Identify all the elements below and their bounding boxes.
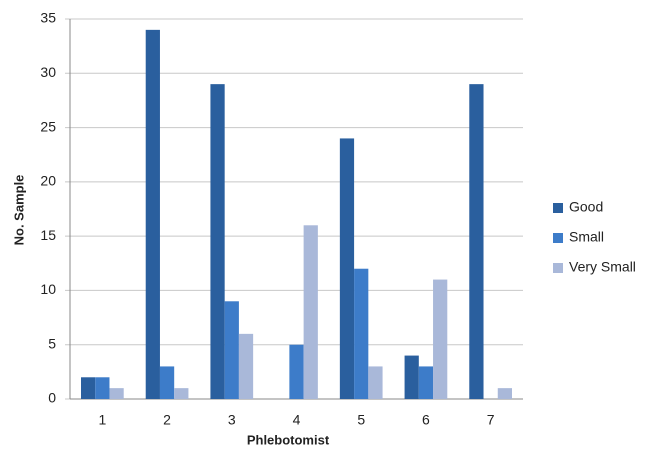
bar (339, 138, 355, 399)
bar (109, 388, 124, 399)
bar (368, 366, 383, 399)
bar (469, 84, 484, 400)
legend-swatch (553, 203, 563, 213)
y-axis-label: No. Sample (11, 175, 26, 246)
bar (210, 84, 225, 400)
bar (303, 225, 318, 399)
x-tick-label: 5 (357, 412, 365, 428)
bar (433, 279, 448, 399)
x-tick-label: 4 (293, 412, 301, 428)
bar (497, 388, 512, 399)
legend-label: Good (569, 199, 603, 215)
y-tick-label: 30 (40, 64, 56, 80)
bar (174, 388, 189, 399)
y-tick-label: 25 (40, 118, 56, 134)
bar (159, 366, 175, 399)
bar (224, 301, 239, 399)
y-tick-label: 0 (48, 390, 56, 406)
x-tick-label: 7 (487, 412, 495, 428)
bar (404, 355, 419, 399)
y-tick-label: 10 (40, 281, 56, 297)
x-tick-label: 2 (163, 412, 171, 428)
bar (354, 268, 369, 399)
legend-swatch (553, 263, 563, 273)
y-tick-label: 5 (48, 335, 56, 351)
x-tick-label: 3 (228, 412, 236, 428)
y-tick-label: 15 (40, 227, 56, 243)
bar (81, 377, 96, 399)
y-tick-label: 20 (40, 173, 56, 189)
legend-label: Small (569, 229, 604, 245)
x-tick-label: 1 (98, 412, 106, 428)
y-tick-label: 35 (40, 10, 56, 26)
legend-swatch (553, 233, 563, 243)
bar (145, 29, 160, 399)
bar (289, 344, 304, 399)
bar (418, 366, 434, 399)
bar (95, 377, 110, 399)
legend-label: Very Small (569, 259, 636, 275)
bar (238, 333, 254, 399)
x-axis-label: Phlebotomist (247, 432, 330, 447)
x-tick-label: 6 (422, 412, 430, 428)
